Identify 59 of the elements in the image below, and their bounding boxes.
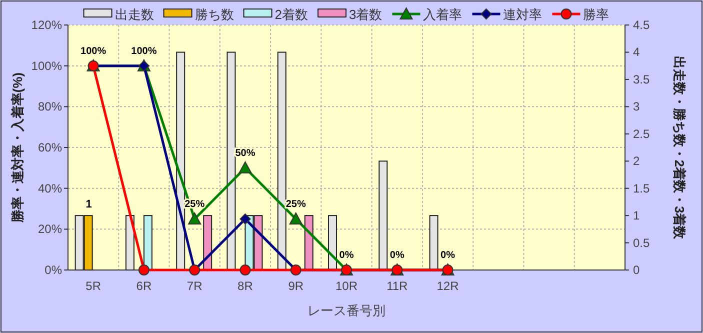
y2-tick-label: 4 bbox=[633, 45, 640, 60]
data-label: 0% bbox=[339, 250, 354, 261]
bar bbox=[378, 160, 388, 270]
x-tick-label: 11R bbox=[386, 279, 408, 293]
legend-label: 出走数 bbox=[114, 7, 154, 22]
y2-tick-label: 3.5 bbox=[633, 72, 650, 86]
x-tick-label: 8R bbox=[238, 279, 254, 293]
y-tick-label: 20% bbox=[38, 222, 62, 236]
legend-label: 入着率 bbox=[423, 7, 462, 22]
y2-tick-label: 0.5 bbox=[633, 236, 650, 250]
bar bbox=[125, 215, 134, 270]
data-label: 1 bbox=[86, 198, 92, 211]
legend-label: 勝ち数 bbox=[194, 7, 234, 22]
x-tick-label: 10R bbox=[335, 279, 358, 293]
y-tick-label: 0% bbox=[44, 263, 62, 277]
point bbox=[138, 264, 150, 276]
y-tick-label: 100% bbox=[31, 58, 62, 73]
x-tick-label: 12R bbox=[436, 279, 460, 293]
y2-tick-label: 2.5 bbox=[633, 126, 650, 141]
y2-tick-label: 1.5 bbox=[633, 181, 650, 196]
y2-tick-label: 2 bbox=[633, 154, 640, 168]
legend-label: 2着数 bbox=[274, 7, 308, 22]
data-label: 100% bbox=[131, 46, 157, 57]
bar bbox=[143, 215, 152, 270]
data-label: 0% bbox=[440, 250, 456, 261]
bar bbox=[176, 52, 186, 270]
y-axis-title: 勝率・連対率・入着率(%) bbox=[10, 72, 25, 224]
legend-label: 3着数 bbox=[349, 7, 382, 22]
bar bbox=[304, 215, 314, 270]
data-label: 50% bbox=[235, 148, 256, 159]
y-tick-label: 80% bbox=[38, 100, 62, 114]
x-tick-label: 6R bbox=[136, 279, 152, 293]
y-tick-label: 120% bbox=[31, 18, 62, 32]
point bbox=[188, 212, 202, 224]
bar bbox=[429, 215, 438, 270]
y2-tick-label: 1 bbox=[633, 208, 640, 223]
bar bbox=[277, 52, 286, 270]
bar bbox=[203, 215, 212, 270]
y-tick-label: 60% bbox=[38, 140, 62, 154]
y2-tick-label: 4.5 bbox=[633, 18, 650, 32]
x-tick-label: 9R bbox=[288, 279, 304, 293]
y2-axis-title: 出走数・勝ち数・2着数・3着数 bbox=[672, 56, 687, 240]
point bbox=[240, 213, 251, 224]
x-tick-label: 5R bbox=[86, 279, 102, 293]
x-tick-label: 7R bbox=[186, 279, 203, 293]
point bbox=[240, 264, 251, 276]
point bbox=[238, 161, 252, 174]
data-label: 100% bbox=[80, 46, 106, 57]
bar bbox=[328, 215, 337, 270]
y2-tick-label: 0 bbox=[633, 263, 640, 277]
legend-label: 連対率 bbox=[503, 7, 542, 22]
bar bbox=[254, 215, 263, 270]
point bbox=[289, 212, 302, 224]
x-axis-title: レース番号別 bbox=[308, 303, 386, 318]
data-label: 0% bbox=[390, 250, 404, 261]
y-tick-label: 40% bbox=[38, 181, 62, 196]
bar bbox=[226, 52, 236, 270]
legend-label: 勝率 bbox=[583, 7, 610, 22]
y2-tick-label: 3 bbox=[633, 100, 640, 114]
